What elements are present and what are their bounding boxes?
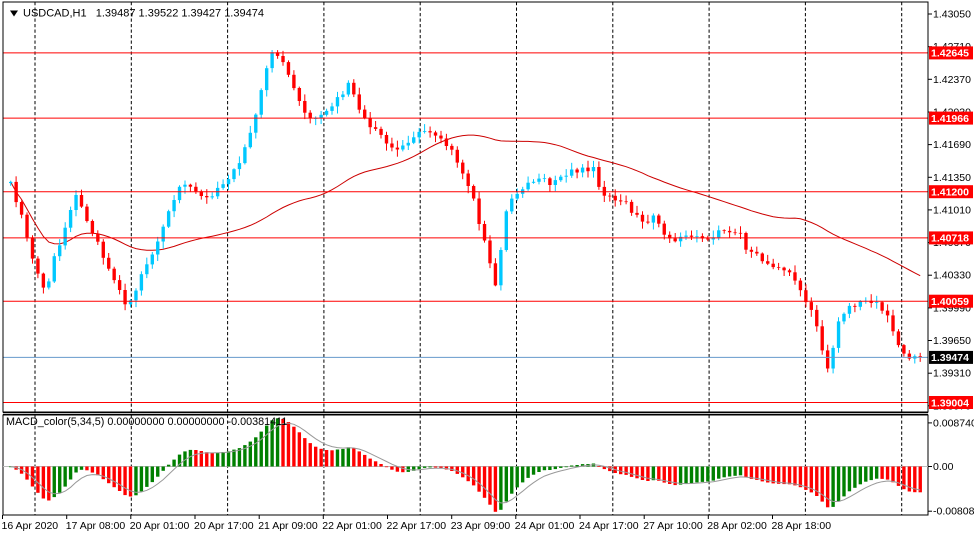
svg-text:27 Apr 10:00: 27 Apr 10:00 — [643, 520, 703, 532]
svg-text:22 Apr 01:00: 22 Apr 01:00 — [322, 520, 382, 532]
svg-text:1.42645: 1.42645 — [931, 48, 969, 60]
svg-text:1.40718: 1.40718 — [931, 233, 969, 245]
svg-text:-0.008081: -0.008081 — [933, 506, 974, 518]
svg-text:1.40330: 1.40330 — [933, 270, 971, 282]
svg-text:1.41966: 1.41966 — [931, 113, 969, 125]
svg-text:24 Apr 17:00: 24 Apr 17:00 — [579, 520, 639, 532]
svg-text:1.41200: 1.41200 — [931, 187, 969, 199]
svg-text:1.39310: 1.39310 — [933, 368, 971, 380]
svg-text:1.41350: 1.41350 — [933, 172, 971, 184]
svg-text:22 Apr 17:00: 22 Apr 17:00 — [387, 520, 447, 532]
svg-text:28 Apr 02:00: 28 Apr 02:00 — [707, 520, 767, 532]
svg-text:20 Apr 01:00: 20 Apr 01:00 — [130, 520, 190, 532]
svg-text:MACD_color(5,34,5) 0.00000000: MACD_color(5,34,5) 0.00000000 0.00000000… — [6, 416, 287, 428]
svg-text:16 Apr 2020: 16 Apr 2020 — [2, 520, 59, 532]
svg-text:1.41010: 1.41010 — [933, 204, 971, 216]
svg-text:1.43050: 1.43050 — [933, 9, 971, 21]
svg-text:0.0087405: 0.0087405 — [933, 417, 974, 429]
svg-text:23 Apr 09:00: 23 Apr 09:00 — [451, 520, 511, 532]
svg-text:1.39474: 1.39474 — [931, 352, 969, 364]
svg-text:28 Apr 18:00: 28 Apr 18:00 — [772, 520, 832, 532]
svg-text:1.42370: 1.42370 — [933, 74, 971, 86]
svg-text:USDCAD,H1 1.39487 1.39522 1.: USDCAD,H1 1.39487 1.39522 1.39427 1.3947… — [23, 8, 264, 20]
svg-text:1.41690: 1.41690 — [933, 139, 971, 151]
svg-text:21 Apr 09:00: 21 Apr 09:00 — [258, 520, 318, 532]
svg-text:20 Apr 17:00: 20 Apr 17:00 — [194, 520, 254, 532]
svg-text:24 Apr 01:00: 24 Apr 01:00 — [515, 520, 575, 532]
svg-text:1.39004: 1.39004 — [931, 397, 969, 409]
svg-text:17 Apr 08:00: 17 Apr 08:00 — [66, 520, 126, 532]
svg-text:1.40059: 1.40059 — [931, 296, 969, 308]
svg-text:1.39650: 1.39650 — [933, 335, 971, 347]
svg-text:0.00: 0.00 — [933, 461, 954, 473]
